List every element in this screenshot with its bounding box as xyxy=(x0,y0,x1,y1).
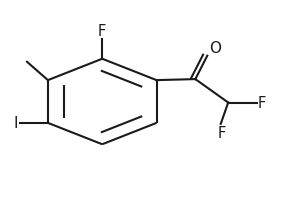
Text: F: F xyxy=(98,24,106,39)
Text: F: F xyxy=(218,125,226,140)
Text: I: I xyxy=(14,116,18,131)
Text: F: F xyxy=(258,95,266,111)
Text: O: O xyxy=(209,40,221,55)
